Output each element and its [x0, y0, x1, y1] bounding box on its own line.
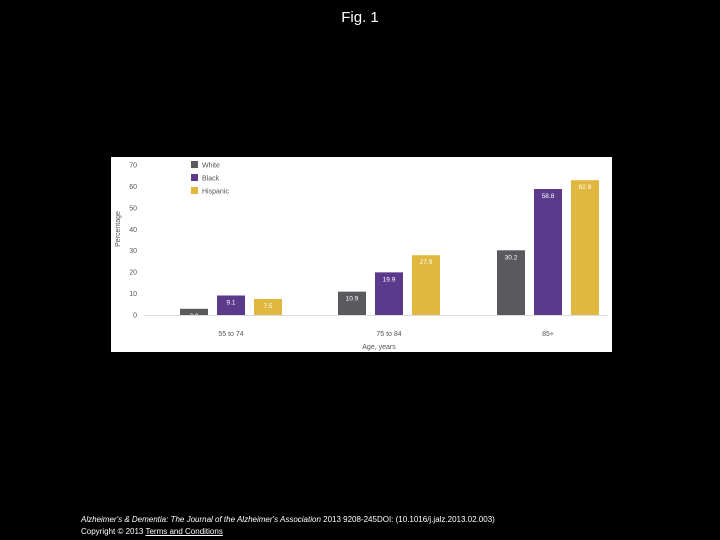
figure-caption: Alzheimer's & Dementia: The Journal of t… [81, 514, 495, 538]
bar-chart: 0 10 20 30 40 50 60 70 White Black Hispanic 2.9 9.… [115, 161, 608, 351]
data-label: 62.9 [579, 184, 592, 191]
bar-white [497, 250, 525, 315]
y-tick-label: 70 [129, 163, 137, 170]
chart-panel: 0 10 20 30 40 50 60 70 White Black Hispanic 2.9 9.… [111, 157, 612, 352]
data-label: 7.5 [263, 303, 272, 310]
y-tick-label: 20 [129, 270, 137, 277]
caption-line-2: Copyright © 2013 Terms and Conditions [81, 526, 495, 538]
figure-title: Fig. 1 [341, 9, 379, 26]
y-tick-label: 30 [129, 248, 137, 255]
bar-black [217, 295, 245, 315]
y-tick-label: 40 [129, 227, 137, 234]
data-label: 30.2 [505, 254, 518, 261]
x-tick-label: 55 to 74 [218, 331, 243, 338]
data-label: 27.9 [420, 259, 433, 266]
caption-line-1: Alzheimer's & Dementia: The Journal of t… [81, 514, 495, 526]
y-tick-label: 60 [129, 184, 137, 191]
bar-black [375, 272, 403, 315]
x-axis: 55 to 74 75 to 84 85+ [144, 315, 608, 338]
bar-hispanic [254, 298, 282, 315]
y-axis-title: Percentage [115, 211, 122, 247]
legend-swatch-hispanic [191, 187, 198, 194]
legend-label-white: White [202, 163, 220, 170]
legend-label-hispanic: Hispanic [202, 189, 229, 196]
citation-text: 2013 9208-245DOI: (10.1016/j.jalz.2013.0… [320, 515, 495, 524]
x-tick-label: 75 to 84 [376, 331, 401, 338]
data-label: 58.8 [542, 193, 555, 200]
legend-swatch-black [191, 174, 198, 181]
bar-white [180, 308, 208, 315]
legend: White Black Hispanic [191, 161, 229, 196]
copyright-text: Copyright © 2013 [81, 527, 146, 536]
x-axis-title: Age, years [362, 344, 396, 351]
terms-and-conditions-link[interactable]: Terms and Conditions [145, 527, 223, 536]
journal-name: Alzheimer's & Dementia: The Journal of t… [81, 515, 321, 524]
y-tick-label: 0 [133, 313, 137, 320]
data-label: 9.1 [226, 300, 235, 307]
y-tick-label: 50 [129, 205, 137, 212]
y-axis: 0 10 20 30 40 50 60 70 [129, 163, 137, 320]
bars: 2.9 9.1 7.5 10.9 19.9 27.9 30.2 58.8 62.9 [180, 180, 599, 320]
data-label: 2.9 [189, 313, 198, 320]
x-tick-label: 85+ [542, 331, 554, 338]
legend-label-black: Black [202, 176, 220, 183]
bar-black [534, 189, 562, 315]
bar-white [338, 291, 366, 315]
legend-swatch-white [191, 161, 198, 168]
bar-hispanic [571, 180, 599, 315]
y-tick-label: 10 [129, 291, 137, 298]
data-label: 10.9 [346, 296, 359, 303]
bar-hispanic [412, 255, 440, 315]
data-label: 19.9 [383, 276, 396, 283]
